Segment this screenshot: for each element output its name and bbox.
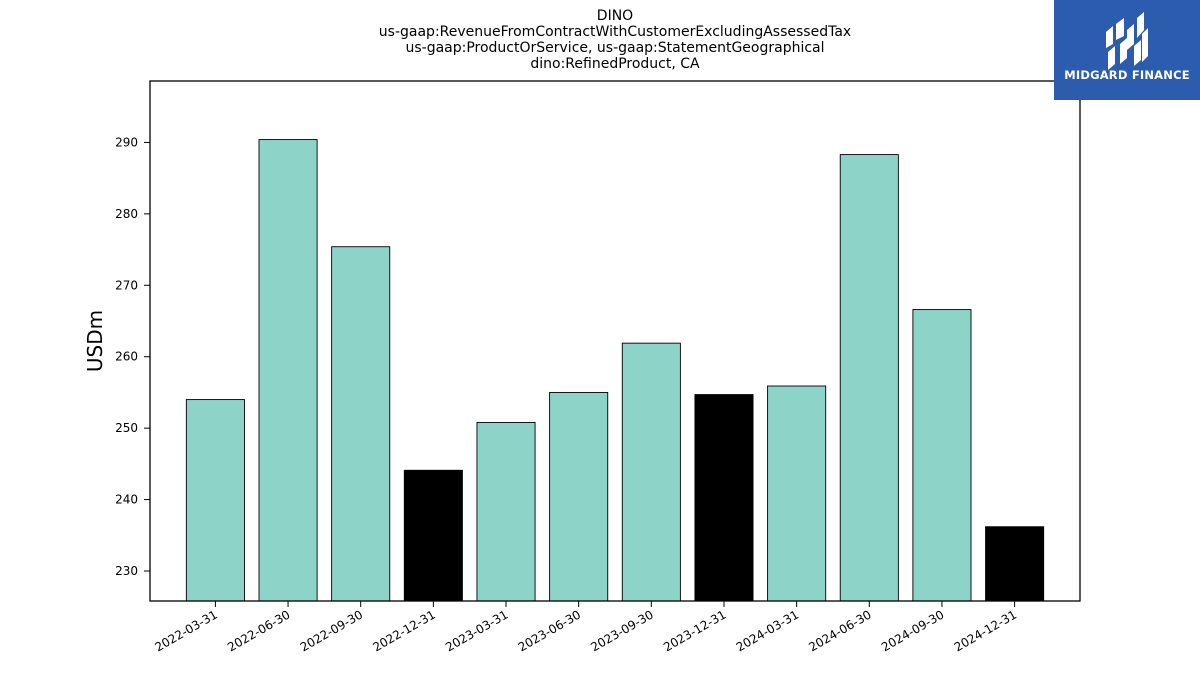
bar xyxy=(694,394,754,602)
chart-title-line: DINO xyxy=(597,8,633,24)
chart-title-line: us-gaap:RevenueFromContractWithCustomerE… xyxy=(379,24,851,40)
bar xyxy=(912,309,972,602)
chart-title-line: us-gaap:ProductOrService, us-gaap:Statem… xyxy=(405,40,824,56)
bar xyxy=(621,342,681,602)
bars xyxy=(185,139,1045,602)
bar xyxy=(403,469,463,602)
x-tick-label: 2024-06-30 xyxy=(806,607,873,654)
x-axis-ticks: 2022-03-31 2022-06-30 2022-09-30 2022-12-31… xyxy=(152,601,1019,654)
y-tick-label: 240 xyxy=(115,493,138,507)
x-tick-label: 2023-03-31 xyxy=(443,607,510,654)
logo-text: MIDGARD FINANCE xyxy=(1064,68,1190,82)
y-axis-ticks: 230 240 250 260 270 280 290 xyxy=(115,135,150,578)
bar xyxy=(549,391,609,602)
x-tick-label: 2022-06-30 xyxy=(225,607,292,654)
y-tick-label: 280 xyxy=(115,207,138,221)
x-tick-label: 2024-03-31 xyxy=(734,607,801,654)
y-axis-label: USDm xyxy=(83,310,107,372)
x-tick-label: 2022-03-31 xyxy=(152,607,219,654)
x-tick-label: 2022-12-31 xyxy=(370,607,437,654)
bar xyxy=(985,526,1045,602)
bar xyxy=(767,385,827,602)
bar xyxy=(258,139,318,602)
midgard-finance-logo: MIDGARD FINANCE xyxy=(1054,0,1200,100)
bar xyxy=(185,399,245,602)
chart-title-line: dino:RefinedProduct, CA xyxy=(530,56,700,72)
y-tick-label: 260 xyxy=(115,350,138,364)
x-tick-label: 2024-09-30 xyxy=(879,607,946,654)
x-tick-label: 2022-09-30 xyxy=(298,607,365,654)
plot-area-frame xyxy=(149,80,1081,602)
y-tick-label: 230 xyxy=(115,564,138,578)
x-tick-label: 2023-06-30 xyxy=(516,607,583,654)
x-tick-label: 2023-12-31 xyxy=(661,607,728,654)
y-tick-label: 270 xyxy=(115,278,138,292)
bar xyxy=(476,421,536,602)
bar xyxy=(331,246,391,602)
bar xyxy=(839,154,899,602)
y-tick-label: 250 xyxy=(115,421,138,435)
x-tick-label: 2024-12-31 xyxy=(952,607,1019,654)
x-tick-label: 2023-09-30 xyxy=(588,607,655,654)
chart-title: DINOus-gaap:RevenueFromContractWithCusto… xyxy=(379,8,851,72)
y-tick-label: 290 xyxy=(115,135,138,149)
midgard-logo-icon xyxy=(1106,12,1148,70)
